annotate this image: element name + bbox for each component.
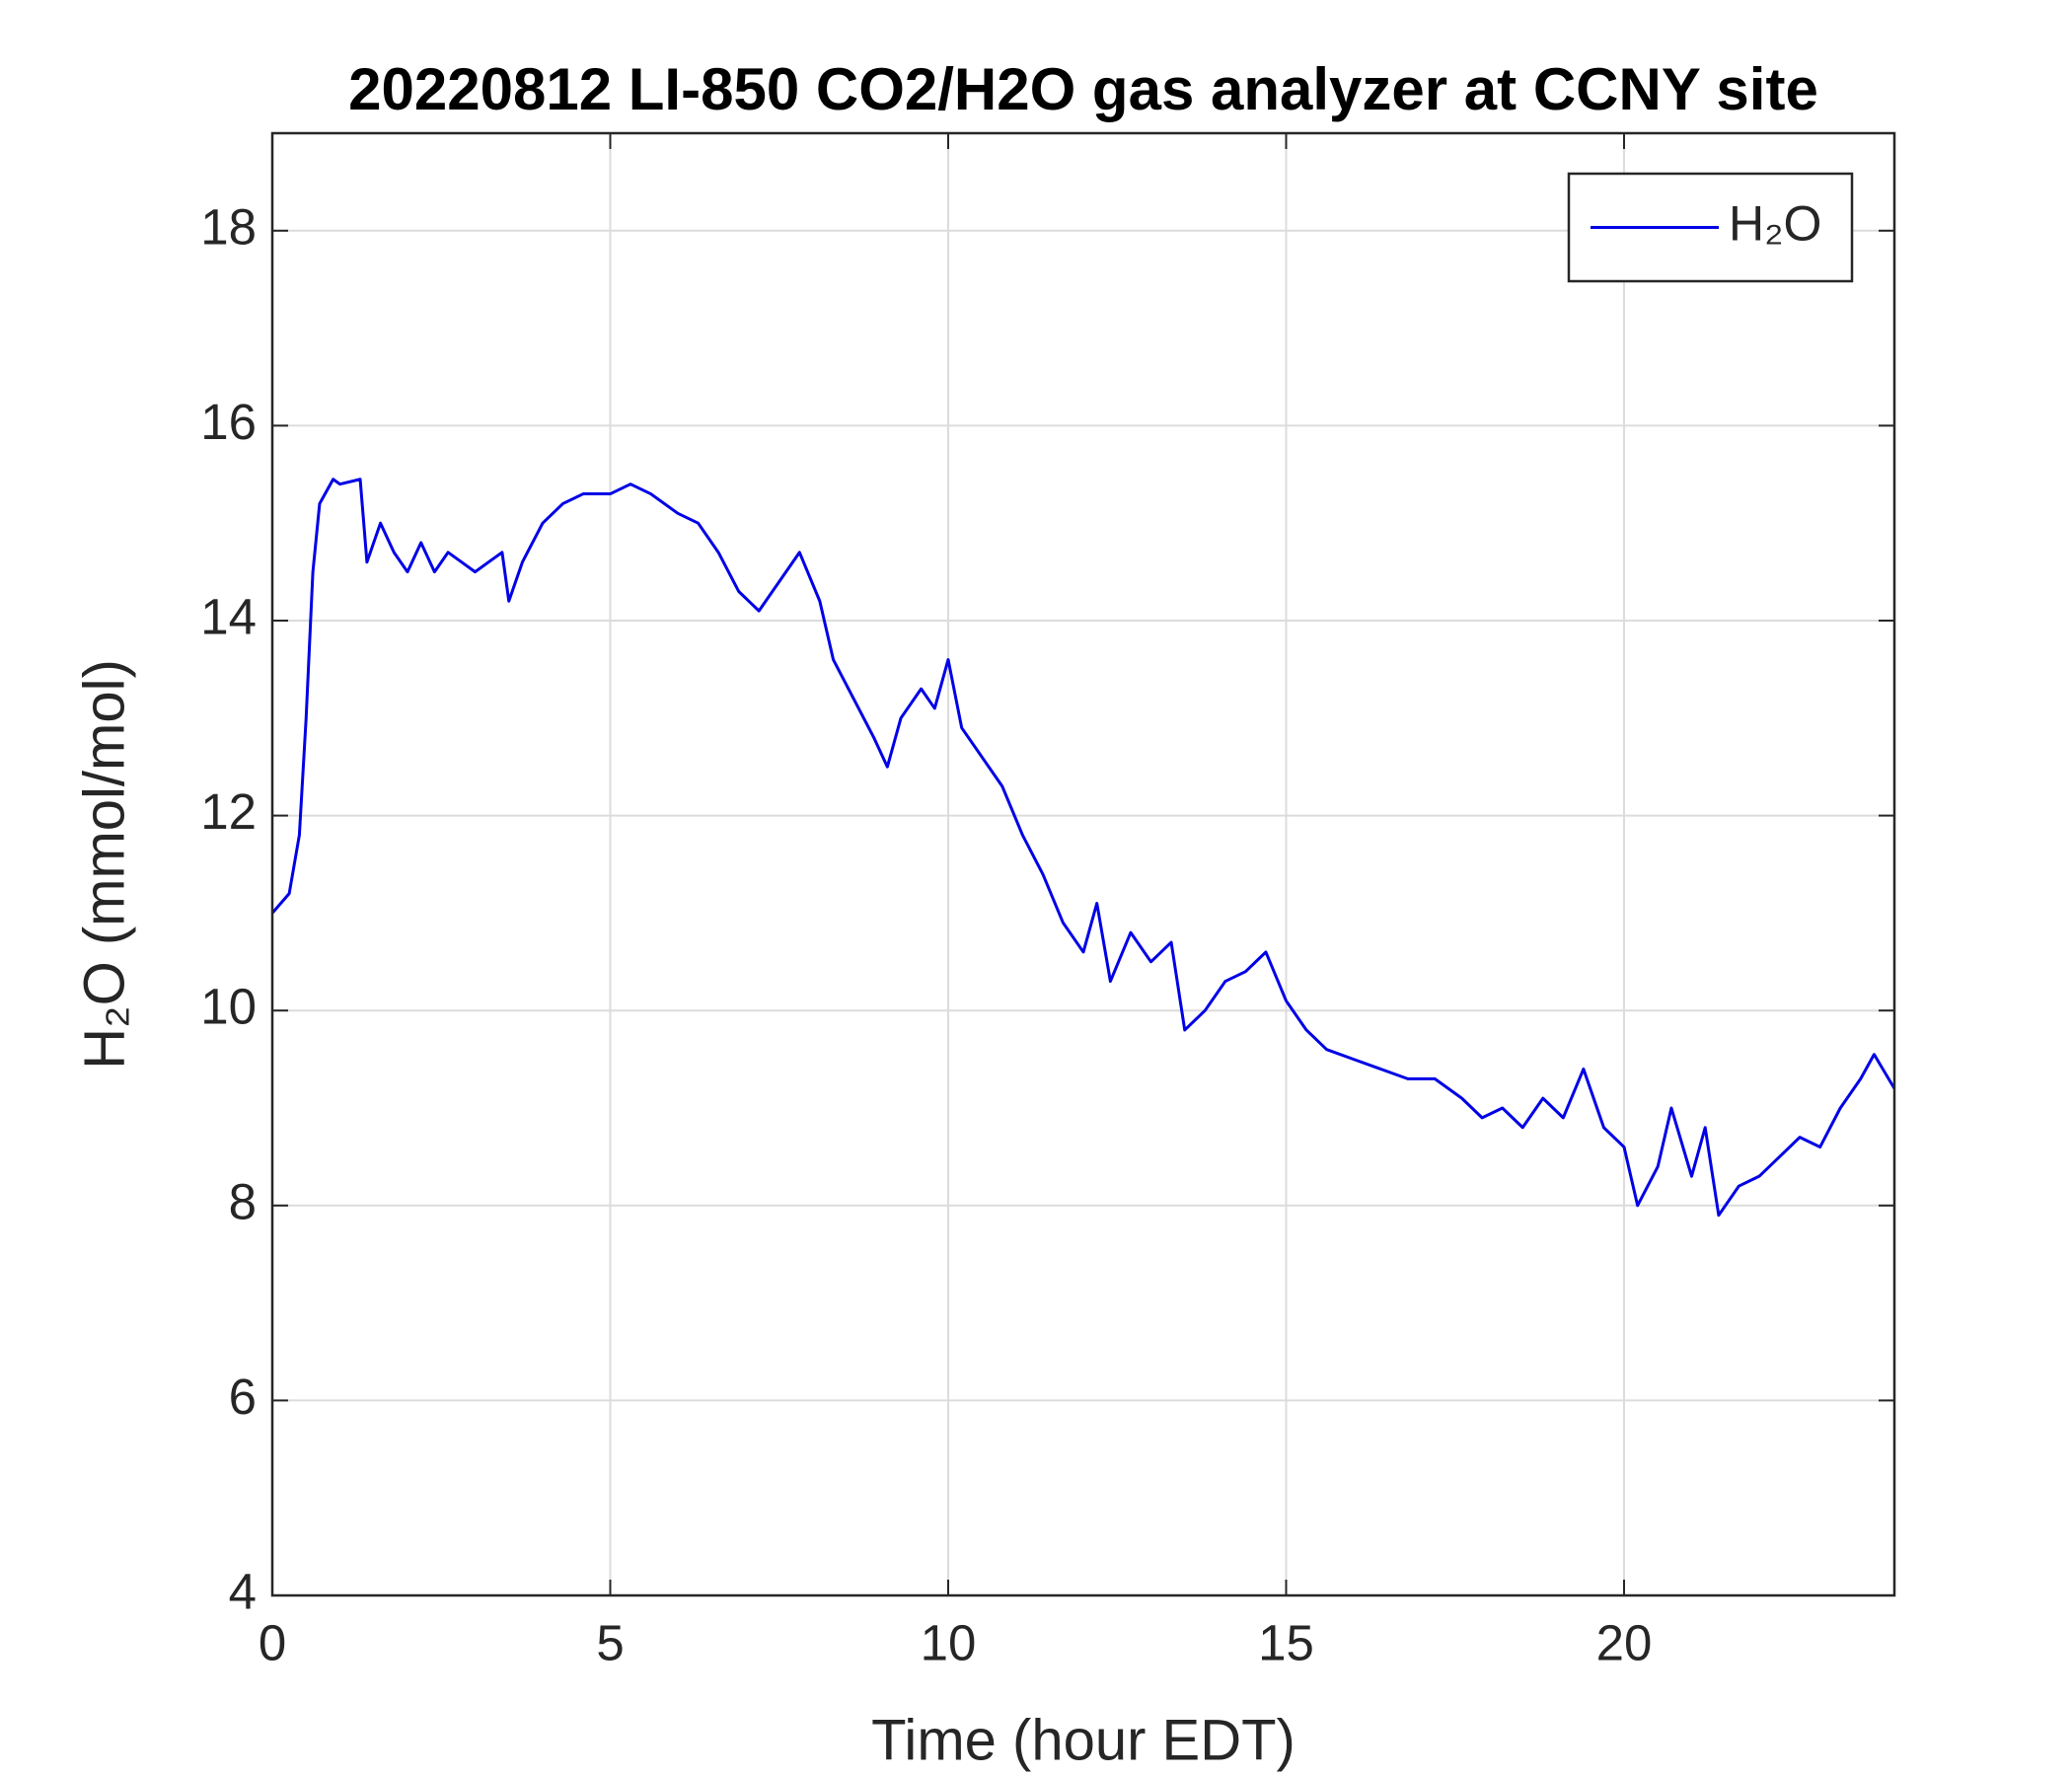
axes-box xyxy=(270,131,1896,1597)
x-tick-label: 15 xyxy=(1258,1614,1314,1670)
y-tick-label: 12 xyxy=(200,783,257,840)
chart-title: 20220812 LI-850 CO2/H2O gas analyzer at … xyxy=(348,56,1818,122)
plot-area xyxy=(272,133,1894,1595)
y-tick-label: 14 xyxy=(200,588,257,644)
data-line xyxy=(270,478,1896,1218)
y-tick-label: 10 xyxy=(200,979,257,1035)
x-axis-label: Time (hour EDT) xyxy=(871,1708,1295,1772)
y-tick-label: 4 xyxy=(229,1563,257,1619)
legend-label: H₂O xyxy=(1729,196,1821,252)
x-tick-label: 5 xyxy=(596,1614,624,1670)
y-tick-label: 18 xyxy=(200,198,257,255)
y-tick-label: 16 xyxy=(200,394,257,450)
y-tick-label: 6 xyxy=(229,1369,257,1425)
y-axis-label: H₂O (mmol/mol) xyxy=(72,659,136,1070)
y-tick-label: 8 xyxy=(229,1173,257,1229)
x-tick-label: 0 xyxy=(259,1614,286,1670)
x-tick-label: 10 xyxy=(921,1614,977,1670)
x-tick-label: 20 xyxy=(1596,1614,1653,1670)
